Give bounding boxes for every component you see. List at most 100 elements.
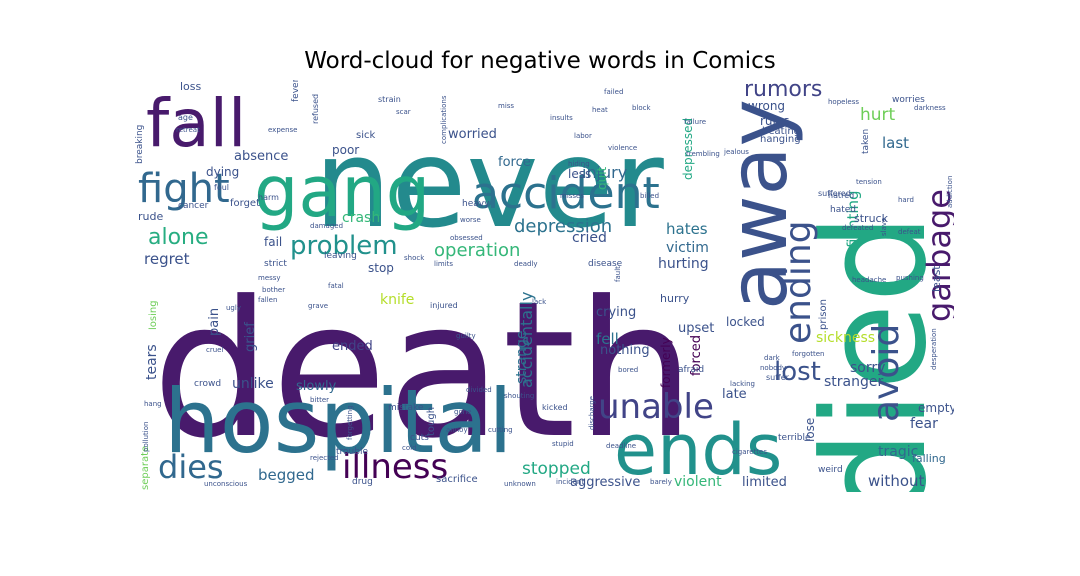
word-heat: heat [592,106,608,114]
word-bitter: bitter [310,396,329,404]
word-afraid: afraid [678,365,704,375]
word-cuts: cuts [410,433,429,443]
word-divided: divided [466,386,492,394]
word-illness: illness [342,447,448,487]
word-bother: bother [262,286,285,294]
word-separate: separate [140,446,151,490]
word-shock: shock [404,254,425,262]
word-cigarettes: cigarettes [732,448,767,456]
word-sick: sick [356,130,375,141]
word-mistake: mistake [388,403,424,413]
word-scar: scar [396,108,411,116]
word-kicked: kicked [542,403,568,412]
word-fight: fight [138,166,230,212]
word-rude: rude [138,210,163,223]
word-terrible: terrible [778,433,811,443]
word-hanging: hanging [760,134,801,145]
word-hard: hard [898,196,914,204]
word-stranger: stranger [824,374,883,390]
word-injured: injured [430,301,458,310]
word-late: late [722,387,747,402]
word-strain: strain [378,95,401,104]
word-failed: failed [604,88,623,96]
word-foul: foul [214,183,229,192]
word-jealous: jealous [723,148,749,156]
word-rejected: rejected [310,454,339,462]
word-weird: weird [818,465,843,475]
word-deadline: deadline [606,442,636,450]
word-fatal: fatal [328,282,344,290]
word-limits: limits [434,260,453,268]
word-violent: violent [674,474,722,490]
word-losing: losing [148,300,159,330]
word-annoy: annoy [446,426,468,434]
word-cried: cried [572,230,607,246]
word-hiding: hiding [568,160,590,168]
word-garbage: garbage [920,189,954,322]
word-falling: falling [912,452,946,465]
word-heavy: heavy [462,199,490,209]
word-suffered: suffered [818,189,851,198]
word-never: never [314,113,665,255]
word-loss: loss [180,80,202,93]
word-unconscious: unconscious [204,480,248,488]
word-darkness: darkness [914,104,946,112]
word-drug: drug [352,477,373,487]
word-pain: pain [207,308,222,336]
word-forget: forget [230,198,260,209]
word-obsessed: obsessed [450,234,483,242]
word-fell: fell [596,330,619,348]
word-fever: fever [291,80,301,102]
word-violence: violence [608,144,637,152]
word-cruel: cruel [206,346,223,354]
word-refused: refused [311,94,320,124]
word-tragic: tragic [878,444,918,460]
word-grave: grave [308,302,328,310]
word-trembling: trembling [686,150,720,158]
word-last: last [882,134,909,152]
word-death: death [152,261,695,480]
word-lose: lose [803,418,817,442]
word-hang: hang [144,400,162,408]
word-slowly: slowly [296,379,337,394]
word-tears: tears [144,344,160,380]
word-less: less [568,167,591,181]
word-nobody: nobody [760,364,786,372]
word-hopeless: hopeless [828,98,859,106]
word-stop: stop [368,261,394,275]
word-avoid: avoid [866,324,907,422]
word-victim: victim [666,240,709,256]
word-aggressive: aggressive [570,475,640,490]
word-prison: prison [818,299,829,330]
word-hated: hated [830,205,856,215]
word-fallen: fallen [258,296,277,304]
word-labor: labor [574,132,592,140]
word-crowd: crowd [194,379,221,389]
word-strange: strange [514,331,530,385]
word-leaving: leaving [324,251,357,261]
word-cutting: cutting [488,426,513,434]
word-tension: tension [856,178,882,186]
word-without: without [868,472,925,490]
word-incident: incident [556,478,584,486]
word-dark: dark [764,354,781,362]
word-strict: strict [264,259,287,269]
word-nothing: nothing [600,343,650,358]
word-unknown: unknown [504,480,536,488]
word-deadly: deadly [514,260,538,268]
word-cloud-panel: death never died hospital fall gang away ends ac… [134,80,954,492]
word-ends: ends [614,409,782,491]
word-worries: worries [892,95,925,105]
word-sickness: sickness [816,330,875,346]
word-worried: worried [448,127,497,142]
word-harm: harm [258,193,279,202]
word-beating: beating [762,126,800,137]
word-regret: regret [144,250,190,268]
word-sorry: sorry [850,360,885,376]
word-ending: ending [778,221,819,345]
word-pollution: pollution [142,422,150,452]
word-empty: empty [918,401,954,415]
word-insults: insults [550,114,573,122]
word-cancer: cancer [178,201,209,211]
